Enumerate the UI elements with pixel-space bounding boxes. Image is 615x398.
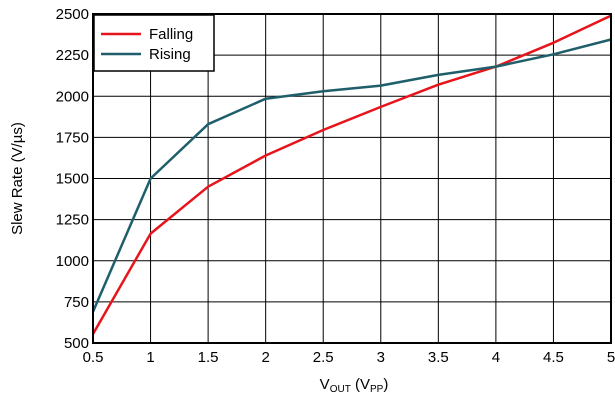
y-tick-label-1: 750: [64, 294, 89, 311]
x-tick-label-9: 5: [607, 349, 615, 366]
x-tick-label-3: 2: [261, 349, 269, 366]
y-axis-title: Slew Rate (V/µs): [9, 122, 26, 235]
x-tick-label-5: 3: [377, 349, 385, 366]
y-tick-label-5: 1750: [56, 129, 89, 146]
series-line-rising: [91, 38, 612, 313]
y-tick-label-4: 1500: [56, 171, 89, 188]
x-tick-label-4: 2.5: [313, 349, 334, 366]
x-axis-title-main: V: [320, 376, 330, 393]
y-tick-label-6: 2000: [56, 88, 89, 105]
x-axis-title-mid: (V: [351, 376, 370, 393]
y-tick-label-8: 2500: [56, 6, 89, 23]
legend: Falling Rising: [93, 14, 215, 72]
x-tick-label-8: 4.5: [543, 349, 564, 366]
plot-frame: [92, 13, 612, 344]
y-tick-labels: 500 750 1000 1250 1500 1750 2000 2250 2500: [56, 6, 89, 352]
x-tick-label-0: 0.5: [83, 349, 104, 366]
legend-box: [93, 14, 215, 72]
legend-label-rising: Rising: [149, 46, 191, 63]
y-tick-label-3: 1250: [56, 212, 89, 229]
x-axis-title: VOUT (VPP): [320, 376, 389, 395]
x-tick-label-2: 1.5: [198, 349, 219, 366]
x-axis-title-sub: OUT: [330, 384, 351, 395]
series-line-falling: [91, 14, 612, 335]
y-tick-label-7: 2250: [56, 47, 89, 64]
legend-label-falling: Falling: [149, 26, 193, 43]
x-tick-label-1: 1: [146, 349, 154, 366]
x-tick-label-6: 3.5: [428, 349, 449, 366]
y-tick-label-0: 500: [64, 335, 89, 352]
y-tick-label-2: 1000: [56, 253, 89, 270]
x-axis-title-end: ): [383, 376, 388, 393]
x-tick-label-7: 4: [492, 349, 500, 366]
x-tick-labels: 0.5 1 1.5 2 2.5 3 3.5 4 4.5 5: [83, 349, 615, 366]
x-axis-title-sub2: PP: [370, 384, 384, 395]
